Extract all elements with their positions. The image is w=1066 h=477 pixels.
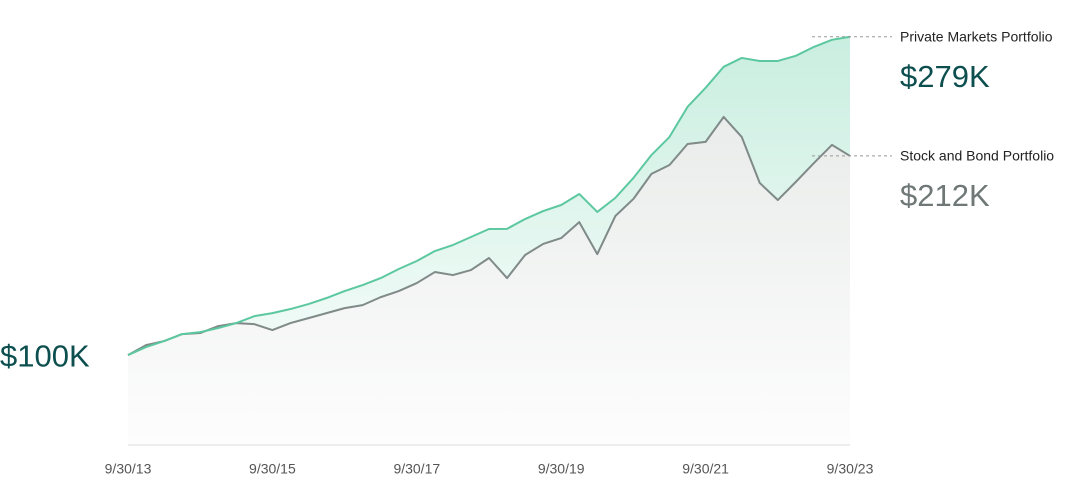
x-tick-label: 9/30/21 bbox=[682, 461, 729, 477]
x-tick-label: 9/30/15 bbox=[249, 461, 296, 477]
series-name: Stock and Bond Portfolio bbox=[900, 148, 1054, 164]
x-tick-label: 9/30/23 bbox=[827, 461, 874, 477]
value-label: $100K bbox=[0, 338, 90, 373]
x-tick-label: 9/30/13 bbox=[105, 461, 152, 477]
series-name: Private Markets Portfolio bbox=[900, 28, 1053, 44]
value-label: $212K bbox=[900, 178, 990, 213]
series-line bbox=[127, 115, 851, 356]
x-tick-label: 9/30/17 bbox=[393, 461, 440, 477]
x-tick-label: 9/30/19 bbox=[538, 461, 585, 477]
value-label: $279K bbox=[900, 59, 990, 94]
area-fill bbox=[128, 116, 850, 444]
series-line bbox=[127, 35, 851, 357]
